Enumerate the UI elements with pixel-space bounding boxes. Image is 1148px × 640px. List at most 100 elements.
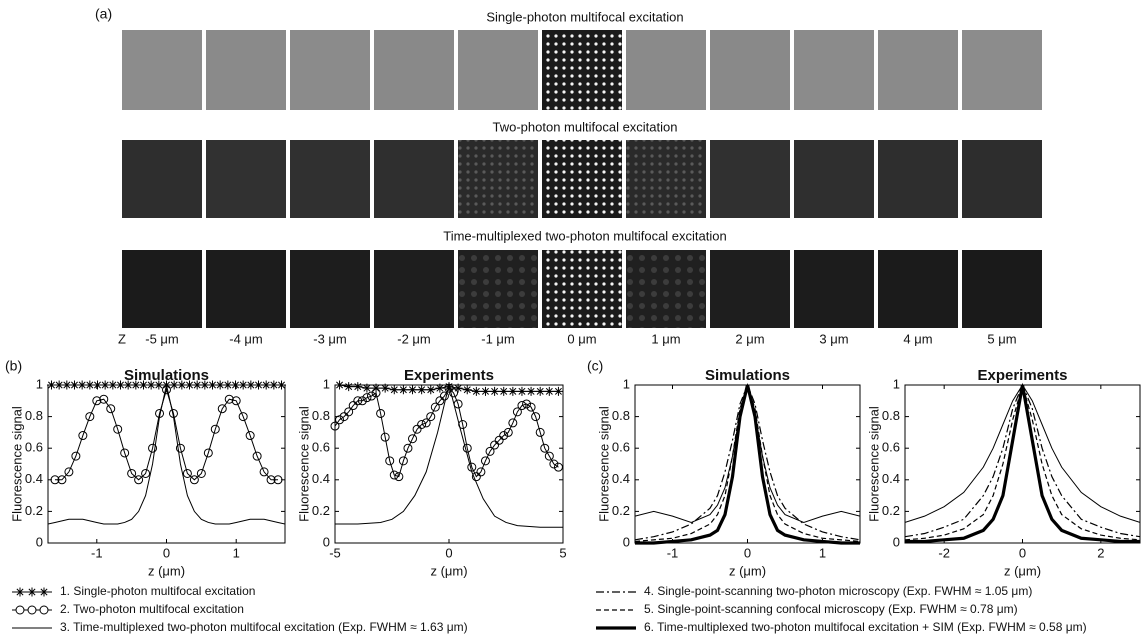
image-tile [626, 30, 706, 110]
image-tile [206, 140, 286, 218]
plot-frame [904, 384, 1141, 544]
star-marker [115, 380, 125, 390]
y-tick-label: 1 [36, 376, 43, 391]
y-tick-label: 0.6 [312, 440, 330, 455]
circle-marker [335, 415, 345, 425]
image-tile [794, 140, 874, 218]
chart: Experiments 0 0.2 0.4 0.6 0.8 1 -2 0 2 z (μm) Fluor… [866, 367, 1141, 578]
star-marker [131, 380, 141, 390]
image-tile [542, 30, 622, 110]
circle-marker [421, 418, 431, 428]
z-value: 1 μm [651, 331, 680, 346]
y-tick-label: 0.6 [882, 440, 900, 455]
series-line [905, 384, 1140, 523]
image-tile [374, 30, 454, 110]
circle-marker [71, 451, 81, 461]
legend-label: 4. Single-point-scanning two-photon micr… [644, 584, 1032, 598]
series-line [905, 384, 1140, 544]
circle-marker [503, 427, 513, 437]
y-tick-label: 0 [323, 534, 330, 549]
circle-marker [508, 418, 518, 428]
image-tile [962, 250, 1042, 328]
legend-label: 1. Single-photon multifocal excitation [60, 584, 255, 598]
legend-label: 2. Two-photon multifocal excitation [60, 602, 244, 616]
y-axis-label: Fluorescence signal [296, 406, 311, 522]
image-tile [542, 140, 622, 218]
circle-marker [344, 407, 354, 417]
circle-marker [78, 431, 88, 441]
circle-marker [435, 396, 445, 406]
circle-marker [403, 443, 413, 453]
y-tick-label: 1 [623, 376, 630, 391]
image-tile [206, 30, 286, 110]
star-marker [526, 386, 536, 396]
circle-marker [353, 396, 363, 406]
star-marker [499, 386, 509, 396]
y-axis-label: Fluorescence signal [866, 406, 881, 522]
star-marker [462, 385, 472, 395]
y-tick-label: 1 [893, 376, 900, 391]
x-tick-label: -1 [91, 545, 103, 560]
z-value: -5 μm [145, 331, 179, 346]
circle-marker [120, 448, 130, 458]
image-tile [878, 250, 958, 328]
z-value: 4 μm [903, 331, 932, 346]
image-tile [962, 140, 1042, 218]
y-tick-label: 0 [36, 534, 43, 549]
image-tile [458, 250, 538, 328]
series-line [635, 383, 860, 541]
circle-marker [273, 475, 283, 485]
y-tick-label: 0 [893, 534, 900, 549]
legend-marker [39, 587, 49, 597]
circle-marker [134, 475, 144, 485]
star-marker [508, 386, 518, 396]
y-tick-label: 0.2 [882, 503, 900, 518]
circle-marker [99, 394, 109, 404]
circle-marker [417, 420, 427, 429]
z-label: Z [118, 331, 126, 346]
y-tick-label: 0.2 [312, 503, 330, 518]
star-marker [471, 386, 481, 396]
star-marker [371, 383, 381, 393]
row-title: Two-photon multifocal excitation [493, 119, 678, 134]
circle-marker [366, 391, 376, 401]
circle-marker [50, 475, 60, 485]
row-title: Time-multiplexed two-photon multifocal e… [443, 228, 726, 243]
circle-marker [330, 421, 340, 431]
circle-marker [85, 412, 95, 422]
legend-marker [15, 605, 25, 615]
star-marker [238, 380, 248, 390]
chart: Simulations 0 0.2 0.4 0.6 0.8 1 -1 0 1 z (μm) Fluor… [9, 367, 287, 578]
circle-marker [512, 407, 522, 417]
circle-marker [210, 424, 220, 434]
row-title: Single-photon multifocal excitation [486, 9, 683, 24]
star-marker [490, 386, 500, 396]
circle-marker [189, 475, 199, 485]
star-marker [77, 380, 87, 390]
star-marker [169, 380, 179, 390]
image-tile [290, 140, 370, 218]
x-tick-label: -5 [329, 545, 341, 560]
star-marker [553, 386, 563, 396]
z-value: 3 μm [819, 331, 848, 346]
chart-title: Simulations [705, 367, 790, 384]
legend-label: 3. Time-multiplexed two-photon multifoca… [60, 620, 468, 634]
circle-marker [231, 396, 241, 406]
image-tile [290, 250, 370, 328]
star-marker [408, 385, 418, 395]
star-marker [426, 385, 436, 395]
circle-marker [490, 440, 500, 450]
chart: Simulations 0 0.2 0.4 0.6 0.8 1 -1 0 1 z (μm) Fluor… [596, 367, 861, 578]
y-axis-label: Fluorescence signal [596, 406, 611, 522]
series-line [905, 382, 1140, 541]
panel-label: (c) [587, 358, 603, 374]
circle-marker [224, 394, 234, 404]
star-marker [54, 380, 64, 390]
star-marker [353, 382, 363, 392]
circle-marker [444, 383, 454, 393]
x-tick-label: 0 [445, 545, 452, 560]
circle-marker [412, 424, 422, 434]
z-value: -3 μm [313, 331, 347, 346]
star-marker [269, 380, 279, 390]
